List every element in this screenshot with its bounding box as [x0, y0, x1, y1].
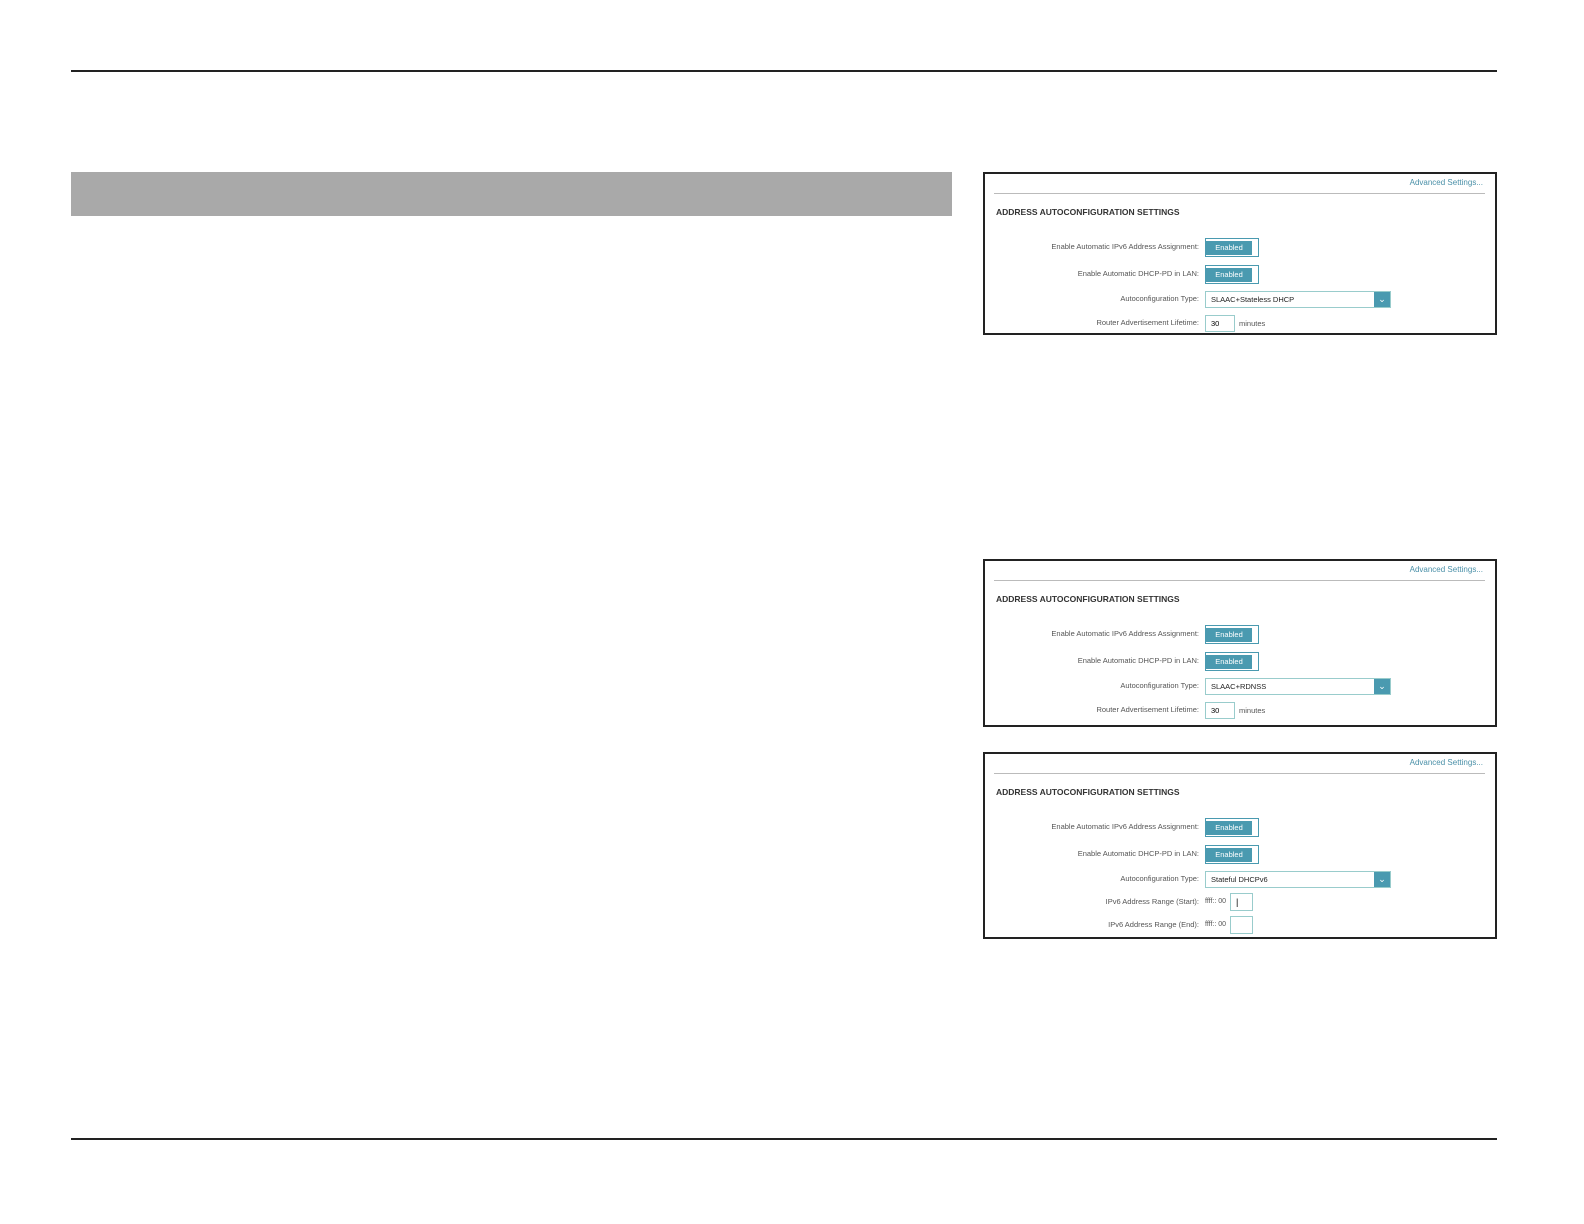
selected-value: SLAAC+RDNSS	[1211, 682, 1267, 691]
settings-screenshot-slaac-rdnss: Advanced Settings... ADDRESS AUTOCONFIGUR…	[983, 559, 1497, 727]
setting-label: Router Advertisement Lifetime:	[1096, 318, 1199, 327]
chevron-down-icon[interactable]: ⌄	[1374, 679, 1390, 694]
setting-label: IPv6 Address Range (End):	[1108, 920, 1199, 929]
advanced-settings-link[interactable]: Advanced Settings...	[1409, 758, 1483, 767]
address-range-input[interactable]	[1230, 916, 1253, 934]
setting-row: Autoconfiguration Type: SLAAC+RDNSS ⌄	[985, 676, 1495, 696]
toggle-state: Enabled	[1206, 628, 1252, 642]
setting-row: Enable Automatic DHCP-PD in LAN: Enabled	[985, 264, 1495, 284]
bottom-rule	[71, 1138, 1497, 1140]
section-heading: ADDRESS AUTOCONFIGURATION SETTINGS	[996, 207, 1180, 217]
top-rule	[71, 70, 1497, 72]
toggle-state: Enabled	[1206, 268, 1252, 282]
enabled-toggle[interactable]: Enabled	[1205, 625, 1259, 644]
setting-label: Enable Automatic IPv6 Address Assignment…	[1051, 629, 1199, 638]
lifetime-input[interactable]: 30	[1205, 315, 1235, 332]
toggle-state: Enabled	[1206, 821, 1252, 835]
setting-row: Enable Automatic IPv6 Address Assignment…	[985, 817, 1495, 837]
setting-row: Enable Automatic DHCP-PD in LAN: Enabled	[985, 844, 1495, 864]
divider	[994, 193, 1485, 194]
setting-row: Autoconfiguration Type: SLAAC+Stateless D…	[985, 289, 1495, 309]
setting-row: Autoconfiguration Type: Stateful DHCPv6 ⌄	[985, 869, 1495, 889]
setting-label: Enable Automatic DHCP-PD in LAN:	[1077, 849, 1199, 858]
enabled-toggle[interactable]: Enabled	[1205, 238, 1259, 257]
divider	[994, 773, 1485, 774]
selected-value: SLAAC+Stateless DHCP	[1211, 295, 1295, 304]
setting-label: Enable Automatic DHCP-PD in LAN:	[1077, 269, 1199, 278]
setting-label: IPv6 Address Range (Start):	[1105, 897, 1199, 906]
unit-label: minutes	[1239, 319, 1266, 328]
address-prefix: ffff:: 00	[1205, 898, 1227, 905]
chevron-down-icon[interactable]: ⌄	[1374, 872, 1390, 887]
enabled-toggle[interactable]: Enabled	[1205, 265, 1259, 284]
autoconfiguration-type-select[interactable]: SLAAC+RDNSS ⌄	[1205, 678, 1391, 695]
setting-row: Enable Automatic IPv6 Address Assignment…	[985, 237, 1495, 257]
enabled-toggle[interactable]: Enabled	[1205, 652, 1259, 671]
settings-screenshot-stateful-dhcpv6: Advanced Settings... ADDRESS AUTOCONFIGUR…	[983, 752, 1497, 939]
chevron-down-icon[interactable]: ⌄	[1374, 292, 1390, 307]
autoconfiguration-type-select[interactable]: SLAAC+Stateless DHCP ⌄	[1205, 291, 1391, 308]
address-prefix: ffff:: 00	[1205, 921, 1227, 928]
setting-label: Autoconfiguration Type:	[1120, 681, 1199, 690]
settings-screenshot-slaac-stateless-dhcp: Advanced Settings... ADDRESS AUTOCONFIGUR…	[983, 172, 1497, 335]
divider	[994, 580, 1485, 581]
setting-row: Router Advertisement Lifetime: 30 minutes	[985, 700, 1495, 720]
setting-row: Enable Automatic IPv6 Address Assignment…	[985, 624, 1495, 644]
setting-label: Enable Automatic IPv6 Address Assignment…	[1051, 242, 1199, 251]
autoconfiguration-type-select[interactable]: Stateful DHCPv6 ⌄	[1205, 871, 1391, 888]
setting-label: Enable Automatic IPv6 Address Assignment…	[1051, 822, 1199, 831]
address-range-input[interactable]: |	[1230, 893, 1253, 911]
setting-row: IPv6 Address Range (Start): ffff:: 00 |	[985, 892, 1495, 912]
setting-row: Enable Automatic DHCP-PD in LAN: Enabled	[985, 651, 1495, 671]
section-heading: ADDRESS AUTOCONFIGURATION SETTINGS	[996, 787, 1180, 797]
advanced-settings-link[interactable]: Advanced Settings...	[1409, 565, 1483, 574]
section-heading: ADDRESS AUTOCONFIGURATION SETTINGS	[996, 594, 1180, 604]
lifetime-input[interactable]: 30	[1205, 702, 1235, 719]
enabled-toggle[interactable]: Enabled	[1205, 845, 1259, 864]
setting-row: Router Advertisement Lifetime: 30 minutes	[985, 313, 1495, 333]
section-header-bar	[71, 172, 952, 216]
unit-label: minutes	[1239, 706, 1266, 715]
setting-row: IPv6 Address Range (End): ffff:: 00	[985, 915, 1495, 935]
selected-value: Stateful DHCPv6	[1211, 875, 1268, 884]
toggle-state: Enabled	[1206, 655, 1252, 669]
setting-label: Autoconfiguration Type:	[1120, 874, 1199, 883]
setting-label: Autoconfiguration Type:	[1120, 294, 1199, 303]
setting-label: Enable Automatic DHCP-PD in LAN:	[1077, 656, 1199, 665]
advanced-settings-link[interactable]: Advanced Settings...	[1409, 178, 1483, 187]
toggle-state: Enabled	[1206, 241, 1252, 255]
enabled-toggle[interactable]: Enabled	[1205, 818, 1259, 837]
toggle-state: Enabled	[1206, 848, 1252, 862]
setting-label: Router Advertisement Lifetime:	[1096, 705, 1199, 714]
